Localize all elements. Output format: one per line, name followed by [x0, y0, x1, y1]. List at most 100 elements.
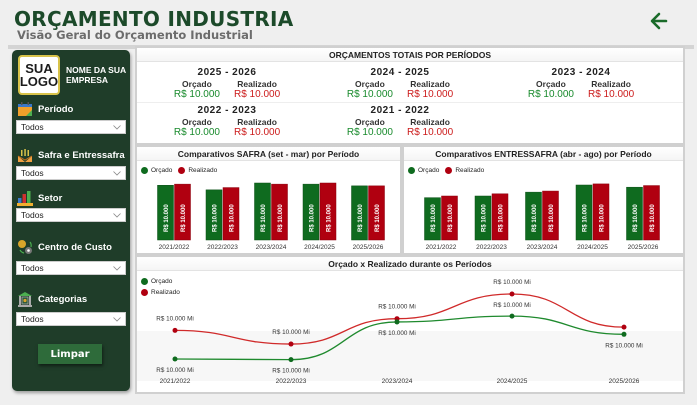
orcado-value: R$ 10.000: [346, 127, 393, 138]
realizado-value: R$ 10.000: [407, 89, 454, 100]
bar-data-label: R$ 10.000: [375, 204, 381, 232]
chevron-down-icon: [113, 265, 121, 271]
x-tick-label: 2023/2024: [382, 378, 413, 385]
safra-bar-chart: R$ 10.000 R$ 10.000 2021/2022 R$ 10.000 R$ 1…: [157, 182, 385, 251]
totals-panel: ORÇAMENTOS TOTAIS POR PERÍODOS 2025 - 20…: [137, 48, 683, 143]
legend-label: Realizado: [455, 167, 485, 174]
chevron-down-icon: [113, 316, 121, 322]
filter-sidebar: SUA LOGO NOME DA SUA EMPRESA Período Tod…: [12, 50, 130, 391]
period-label: 2024 - 2025: [370, 67, 430, 78]
company-name: NOME DA SUA EMPRESA: [66, 65, 126, 85]
bar-realizado: [174, 183, 191, 241]
bar-chart-icon: [17, 191, 33, 206]
legend-dot: [445, 167, 453, 174]
x-tick-label: 2025/2026: [353, 244, 384, 251]
x-tick-label: 2022/2023: [276, 378, 307, 385]
bar-orcado: [525, 191, 542, 241]
entressafra-chart-panel: Comparativos ENTRESSAFRA (abr - ago) por…: [404, 147, 683, 253]
data-point: [509, 291, 515, 297]
legend-item-realizado[interactable]: Realizado: [445, 167, 484, 174]
x-tick-label: 2024/2025: [304, 244, 335, 251]
point-label: R$ 10.000 Mi: [493, 279, 530, 286]
select-value: Todos: [21, 210, 44, 220]
company-logo: SUA LOGO: [18, 55, 60, 95]
bar-data-label: R$ 10.000: [213, 204, 219, 232]
bar-data-label: R$ 10.000: [310, 204, 316, 232]
point-label: R$ 10.000 Mi: [378, 304, 415, 311]
realizado-label: Realizado: [410, 117, 450, 127]
bar-data-label: R$ 10.000: [499, 204, 505, 232]
filter-label-setor: Setor: [17, 190, 62, 206]
categorias-select[interactable]: Todos: [16, 312, 126, 326]
bar-data-label: R$ 10.000: [431, 204, 437, 232]
clear-filters-button[interactable]: Limpar: [38, 344, 102, 364]
data-point: [288, 357, 294, 363]
orcado-value: R$ 10.000: [173, 89, 220, 100]
x-tick-label: 2024/2025: [577, 244, 608, 251]
chevron-down-icon: [113, 124, 121, 130]
bar-orcado: [626, 186, 643, 241]
bar-data-label: R$ 10.000: [278, 204, 284, 232]
filter-label-safra: Safra e Entressafra: [17, 147, 125, 163]
chart-title: Comparativos SAFRA (set - mar) por Perío…: [137, 147, 400, 161]
chart-title: Comparativos ENTRESSAFRA (abr - ago) por…: [404, 147, 683, 161]
filter-label-text: Safra e Entressafra: [38, 149, 125, 161]
realizado-value: R$ 10.000: [234, 127, 281, 138]
legend-item-orcado[interactable]: Orçado: [141, 167, 172, 174]
bar-realizado: [271, 183, 288, 241]
legend-label: Orçado: [151, 278, 173, 285]
x-tick-label: 2023/2024: [256, 244, 287, 251]
bar-orcado: [424, 197, 441, 241]
centro-custo-select[interactable]: Todos: [16, 261, 126, 275]
period-card: 2025 - 2026 Orçado R$ 10.000 Realizado R$ …: [167, 67, 287, 100]
bar-realizado: [319, 182, 337, 241]
setor-select[interactable]: Todos: [16, 208, 126, 222]
filter-label-text: Período: [38, 103, 74, 115]
plot-band: [137, 331, 683, 381]
data-point: [621, 331, 627, 337]
harvest-icon: [17, 149, 33, 162]
period-card: 2023 - 2024 Orçado R$ 10.000 Realizado R$ …: [521, 67, 641, 100]
x-tick-label: 2021/2022: [159, 244, 190, 251]
filter-label-text: Setor: [38, 192, 63, 204]
legend-item-realizado[interactable]: Realizado: [141, 289, 180, 296]
x-tick-label: 2023/2024: [527, 244, 558, 251]
bar-realizado: [368, 185, 385, 241]
period-label: 2025 - 2026: [197, 67, 257, 78]
legend-item-realizado[interactable]: Realizado: [178, 167, 217, 174]
chart-title: Orçado x Realizado durante os Períodos: [137, 257, 683, 271]
point-label: R$ 10.000 Mi: [605, 342, 642, 349]
page-subtitle: Visão Geral do Orçamento Industrial: [17, 28, 253, 42]
legend-item-orcado[interactable]: Orçado: [408, 167, 439, 174]
line-chart-panel: Orçado x Realizado durante os Períodos O…: [137, 257, 683, 392]
orcado-label: Orçado: [355, 79, 385, 89]
bar-realizado: [491, 193, 509, 241]
legend-dot: [408, 167, 415, 174]
legend-dot: [141, 278, 148, 285]
chart-legend: Orçado Realizado: [141, 167, 217, 174]
back-button[interactable]: [648, 10, 670, 32]
bar-data-label: R$ 10.000: [482, 204, 488, 232]
bar-data-label: R$ 10.000: [600, 204, 606, 232]
chevron-down-icon: [113, 170, 121, 176]
orcado-value: R$ 10.000: [173, 127, 220, 138]
orcado-label: Orçado: [536, 79, 566, 89]
bar-realizado: [643, 185, 660, 241]
x-tick-label: 2025/2026: [609, 378, 640, 385]
realizado-value: R$ 10.000: [407, 127, 454, 138]
data-point: [288, 341, 294, 347]
orcado-realizado-line-chart: R$ 10.000 Mi R$ 10.000 Mi R$ 10.000 Mi R$ 1…: [137, 279, 683, 385]
bar-orcado: [205, 189, 223, 241]
data-point: [172, 327, 178, 333]
point-label: R$ 10.000 Mi: [156, 315, 193, 322]
bar-data-label: R$ 10.000: [650, 204, 656, 232]
bar-data-label: R$ 10.000: [633, 204, 639, 232]
point-label: R$ 10.000 Mi: [272, 329, 309, 336]
select-value: Todos: [21, 122, 44, 132]
period-card: 2022 - 2023 Orçado R$ 10.000 Realizado R$ …: [167, 105, 287, 138]
periodo-select[interactable]: Todos: [16, 120, 126, 134]
legend-item-orcado[interactable]: Orçado: [141, 278, 180, 285]
data-point: [394, 319, 400, 325]
filter-label-centro-custo: Centro de Custo: [17, 239, 112, 255]
safra-select[interactable]: Todos: [16, 166, 126, 180]
